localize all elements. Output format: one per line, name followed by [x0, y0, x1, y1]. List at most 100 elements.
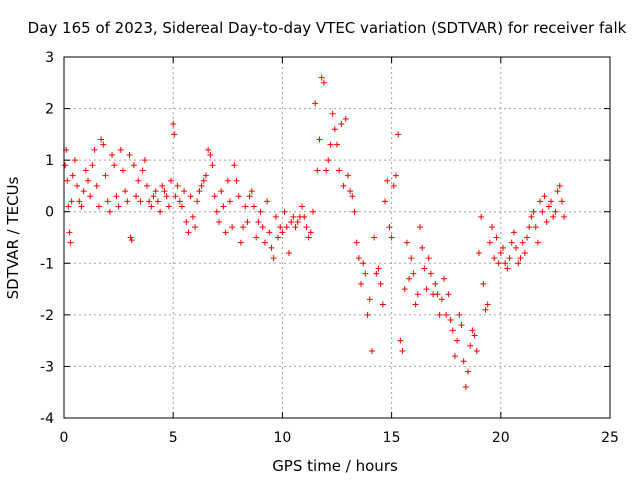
data-point: [279, 229, 286, 236]
data-point: [78, 203, 85, 210]
data-point: [253, 234, 260, 241]
y-tick-label: 3: [45, 50, 54, 66]
data-point: [69, 172, 76, 179]
data-point: [159, 182, 166, 189]
data-point: [152, 188, 159, 195]
data-point: [146, 198, 153, 205]
data-point: [493, 234, 500, 241]
data-point: [224, 177, 231, 184]
data-point: [475, 249, 482, 256]
data-point: [305, 234, 312, 241]
data-point: [181, 188, 188, 195]
data-point: [401, 286, 408, 293]
data-point: [95, 203, 102, 210]
data-point: [104, 198, 111, 205]
data-point: [403, 239, 410, 246]
y-tick-label: -1: [40, 256, 54, 272]
plot-frame: [63, 56, 611, 419]
data-point: [491, 255, 498, 262]
data-point: [235, 193, 242, 200]
data-point: [294, 219, 301, 226]
data-point: [172, 193, 179, 200]
data-point: [336, 167, 343, 174]
data-point: [240, 224, 247, 231]
data-point: [251, 203, 258, 210]
data-point: [364, 311, 371, 318]
data-point: [288, 219, 295, 226]
data-point: [226, 198, 233, 205]
data-point: [277, 224, 284, 231]
data-point: [471, 332, 478, 339]
data-point: [373, 270, 380, 277]
data-point: [558, 198, 565, 205]
data-point: [264, 198, 271, 205]
data-point: [519, 239, 526, 246]
data-point: [64, 177, 71, 184]
data-point: [480, 280, 487, 287]
data-point: [91, 146, 98, 153]
data-point: [200, 177, 207, 184]
data-point: [331, 126, 338, 133]
data-point: [478, 213, 485, 220]
data-point: [392, 172, 399, 179]
data-point: [168, 177, 175, 184]
data-point: [283, 224, 290, 231]
data-point: [399, 347, 406, 354]
data-point: [338, 121, 345, 128]
x-tick-labels: 0 5 10 15 20 25: [60, 430, 619, 446]
data-point: [80, 188, 87, 195]
data-point: [316, 136, 323, 143]
data-point: [198, 182, 205, 189]
data-point: [122, 188, 129, 195]
data-point: [170, 121, 177, 128]
data-point: [445, 291, 452, 298]
data-point: [150, 193, 157, 200]
y-tick-label: -2: [40, 308, 54, 324]
data-point: [281, 208, 288, 215]
x-tick-label: 20: [492, 430, 510, 446]
data-point: [368, 347, 375, 354]
data-point: [165, 203, 172, 210]
chart-title: Day 165 of 2023, Sidereal Day-to-day VTE…: [28, 19, 627, 37]
data-point: [124, 198, 131, 205]
data-point: [272, 213, 279, 220]
data-point: [68, 198, 75, 205]
data-point: [67, 239, 74, 246]
data-point: [327, 141, 334, 148]
data-point: [449, 327, 456, 334]
data-point: [554, 188, 561, 195]
data-point: [205, 146, 212, 153]
data-point: [489, 224, 496, 231]
data-point: [218, 188, 225, 195]
data-point: [85, 177, 92, 184]
data-point: [379, 301, 386, 308]
data-point: [301, 213, 308, 220]
data-point: [66, 229, 73, 236]
data-point: [213, 208, 220, 215]
y-tick-labels: -4 -3 -2 -1 0 1 2 3: [40, 50, 54, 427]
data-point: [552, 208, 559, 215]
y-tick-label: -4: [40, 411, 54, 427]
data-point: [242, 203, 249, 210]
data-point: [82, 167, 89, 174]
data-point: [187, 193, 194, 200]
data-point: [246, 193, 253, 200]
y-tick-label: 2: [45, 102, 54, 118]
data-point: [270, 255, 277, 262]
data-point: [141, 157, 148, 164]
data-point: [303, 224, 310, 231]
data-point: [543, 219, 550, 226]
data-point: [473, 347, 480, 354]
data-point: [412, 301, 419, 308]
data-point: [462, 384, 469, 391]
data-point: [355, 255, 362, 262]
data-point: [109, 151, 116, 158]
data-point: [89, 162, 96, 169]
data-point: [100, 141, 107, 148]
data-point: [434, 291, 441, 298]
data-point: [495, 260, 502, 267]
data-point: [309, 208, 316, 215]
data-point: [530, 208, 537, 215]
data-point: [139, 167, 146, 174]
data-point: [231, 162, 238, 169]
